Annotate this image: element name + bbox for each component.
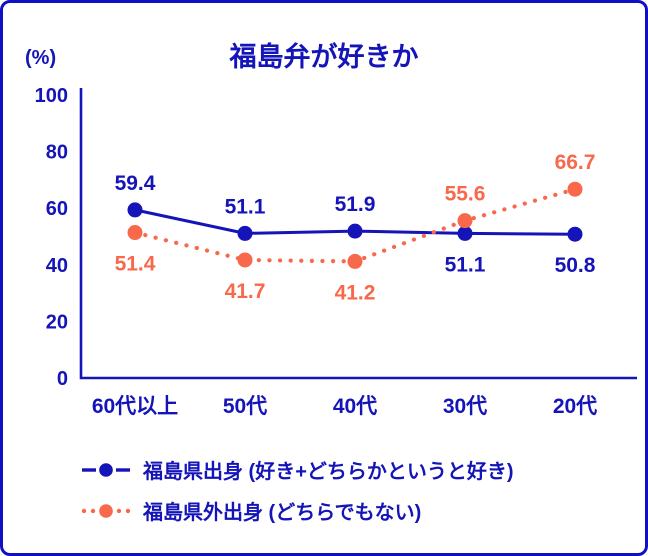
x-axis-label: 50代 (223, 395, 267, 418)
y-tick-label: 0 (57, 368, 68, 390)
data-value-label: 41.7 (225, 280, 266, 303)
x-axis-label: 40代 (333, 395, 377, 418)
x-axis-label: 60代以上 (92, 395, 178, 418)
legend-label-fukushima-born: 福島県出身 (好き+どちらかというと好き) (143, 461, 514, 483)
data-value-label: 41.2 (335, 281, 376, 304)
data-point (567, 181, 583, 197)
line-chart-canvas: 0 20 40 60 80 100 60代以上 50代 40代 30代 20代 59.4 51.1 51.… (35, 85, 637, 418)
data-point (237, 225, 253, 241)
data-value-label: 66.7 (555, 151, 596, 174)
chart-legend: 福島県出身 (好き+どちらかというと好き) 福島県外出身 (どちらでもない) (81, 455, 514, 525)
data-point (237, 252, 253, 268)
legend-label-outside-fukushima: 福島県外出身 (どちらでもない) (143, 502, 422, 524)
data-value-label: 55.6 (445, 183, 486, 206)
y-tick-label: 20 (46, 311, 68, 333)
x-axis-label: 30代 (443, 395, 487, 418)
blue-solid-line-marker-icon (82, 462, 130, 477)
data-value-label: 59.4 (115, 172, 156, 195)
data-point (127, 202, 143, 218)
y-tick-label: 80 (46, 142, 68, 164)
x-axis-label: 20代 (553, 395, 597, 418)
data-value-label: 51.1 (445, 253, 486, 276)
data-value-label: 51.9 (335, 193, 376, 216)
legend-item-fukushima-born: 福島県出身 (好き+どちらかというと好き) (81, 455, 514, 484)
orange-dotted-line-marker-icon (81, 503, 131, 518)
data-point (457, 213, 473, 229)
y-axis-unit-label: (%) (25, 47, 57, 69)
y-tick-label: 60 (46, 198, 68, 220)
data-point (457, 225, 473, 241)
y-tick-label: 40 (46, 255, 68, 277)
y-tick-label: 100 (35, 85, 68, 107)
legend-item-outside-fukushima: 福島県外出身 (どちらでもない) (81, 496, 514, 525)
data-point (347, 253, 363, 269)
data-value-label: 50.8 (555, 254, 596, 277)
data-point (127, 225, 143, 241)
data-point (567, 226, 583, 242)
data-value-label: 51.1 (225, 195, 266, 218)
axes (79, 88, 637, 380)
chart-title: 福島弁が好きか (229, 42, 419, 72)
data-value-label: 51.4 (115, 253, 156, 276)
data-point (347, 223, 363, 239)
